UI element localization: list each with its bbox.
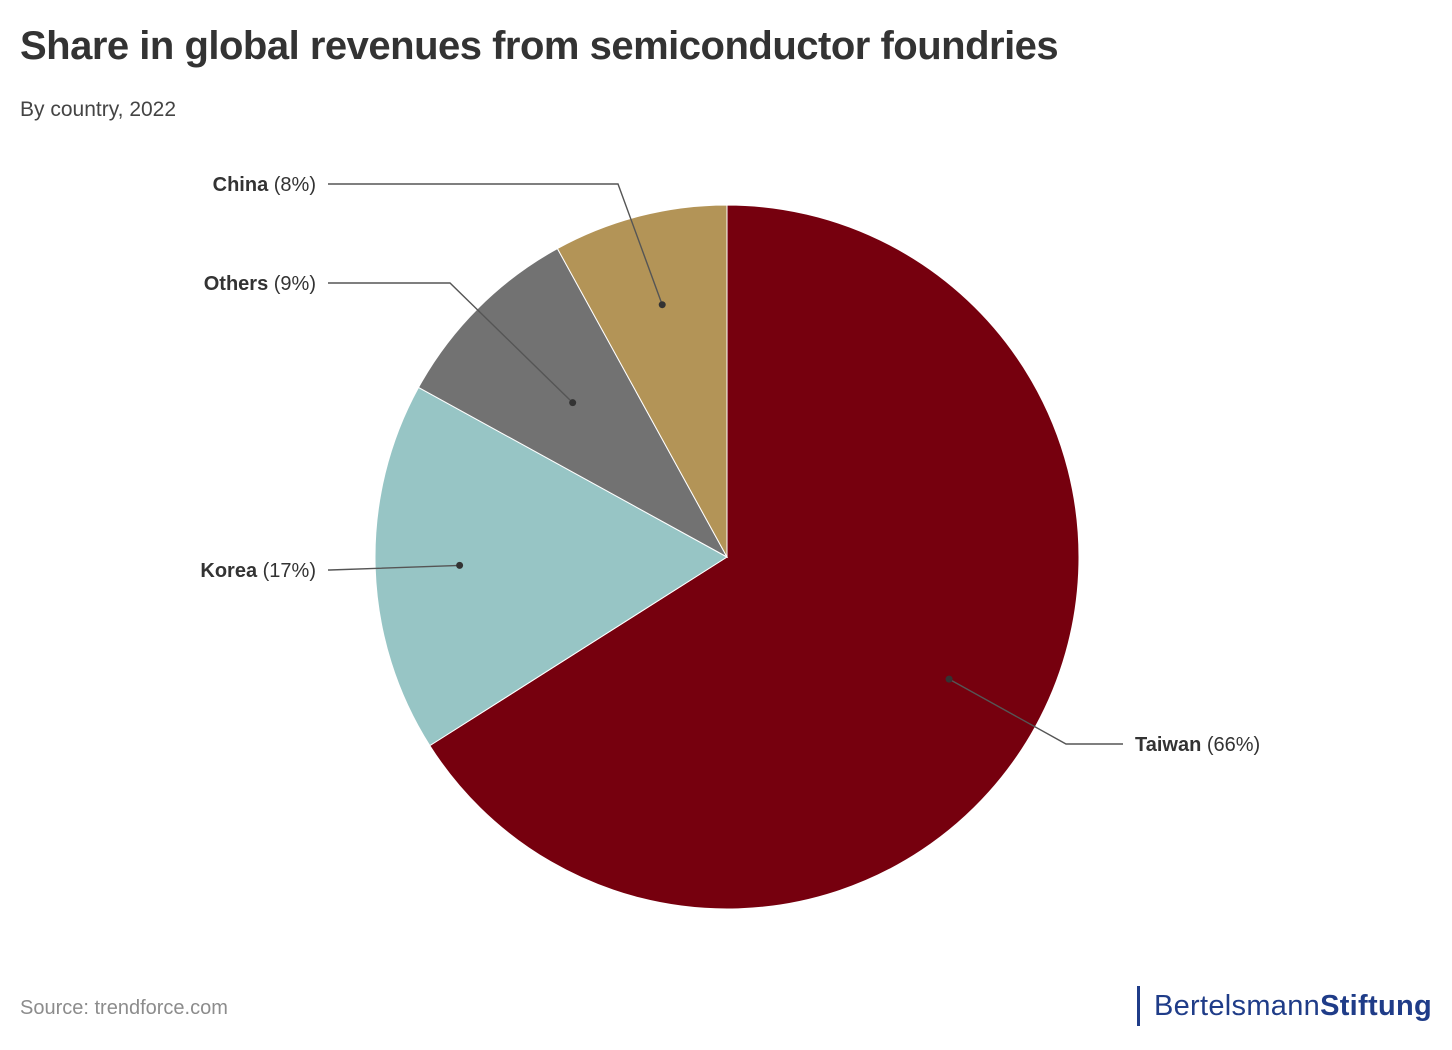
- logo-text-part2: Stiftung: [1320, 989, 1432, 1022]
- pie-chart: Taiwan (66%) Korea (17%) Others (9%) China …: [200, 174, 1260, 910]
- leader-dot-others: [569, 399, 577, 407]
- bertelsmann-stiftung-logo: Bertelsmann Stiftung: [1136, 986, 1432, 1026]
- leader-line-china: [328, 183, 663, 305]
- chart-title: Share in global revenues from semiconduc…: [20, 24, 1059, 68]
- slice-label-korea: Korea (17%): [200, 560, 316, 582]
- source-note: Source: trendforce.com: [20, 997, 228, 1019]
- chart-subtitle: By country, 2022: [20, 98, 177, 121]
- slice-label-value: (9%): [268, 273, 316, 295]
- slice-label-value: (66%): [1201, 734, 1260, 756]
- leader-dot-taiwan: [945, 675, 953, 683]
- leader-line-others: [328, 282, 574, 404]
- slice-label-name: Korea: [200, 560, 258, 582]
- slice-label-others: Others (9%): [204, 273, 316, 295]
- slice-label-name: Taiwan: [1135, 734, 1201, 756]
- slice-label-value: (17%): [257, 560, 316, 582]
- slice-label-value: (8%): [268, 174, 316, 196]
- slice-label-name: Others: [204, 273, 268, 295]
- leader-dot-korea: [456, 561, 464, 569]
- logo-text-part1: Bertelsmann: [1153, 989, 1321, 1022]
- leader-line-korea: [328, 564, 460, 571]
- leader-dot-china: [658, 301, 666, 309]
- slice-label-taiwan: Taiwan (66%): [1135, 734, 1260, 756]
- leader-line-taiwan: [948, 678, 1123, 745]
- pie-slice-china: [556, 204, 728, 558]
- slice-label-name: China: [213, 174, 269, 196]
- slice-label-china: China (8%): [213, 174, 316, 196]
